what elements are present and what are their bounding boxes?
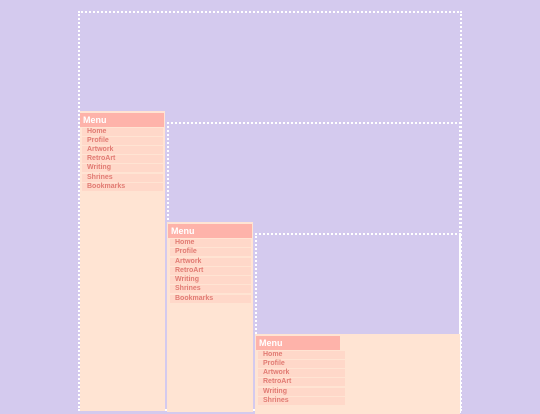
menu-item-bookmarks[interactable]: Bookmarks (82, 183, 163, 191)
menu-item-artwork[interactable]: Artwork (258, 369, 345, 377)
menu-header-3: Menu (256, 336, 340, 350)
menu-item-profile[interactable]: Profile (82, 137, 163, 145)
menu-item-home[interactable]: Home (258, 351, 345, 359)
menu-item-artwork[interactable]: Artwork (82, 146, 163, 154)
menu-item-bookmarks[interactable]: Bookmarks (170, 295, 251, 303)
menu-item-home[interactable]: Home (170, 239, 251, 247)
menu-item-writing[interactable]: Writing (170, 276, 251, 284)
menu-item-shrines[interactable]: Shrines (258, 397, 345, 405)
menu-item-shrines[interactable]: Shrines (82, 174, 163, 182)
menu-item-retroart[interactable]: RetroArt (258, 378, 345, 386)
menu-item-writing[interactable]: Writing (82, 164, 163, 172)
menu-item-shrines[interactable]: Shrines (170, 285, 251, 293)
menu-header-1: Menu (80, 113, 164, 127)
menu-item-writing[interactable]: Writing (258, 388, 345, 396)
menu-item-profile[interactable]: Profile (170, 248, 251, 256)
menu-item-profile[interactable]: Profile (258, 360, 345, 368)
menu-item-retroart[interactable]: RetroArt (82, 155, 163, 163)
menu-item-retroart[interactable]: RetroArt (170, 267, 251, 275)
menu-item-artwork[interactable]: Artwork (170, 258, 251, 266)
menu-header-2: Menu (168, 224, 252, 238)
menu-item-home[interactable]: Home (82, 128, 163, 136)
